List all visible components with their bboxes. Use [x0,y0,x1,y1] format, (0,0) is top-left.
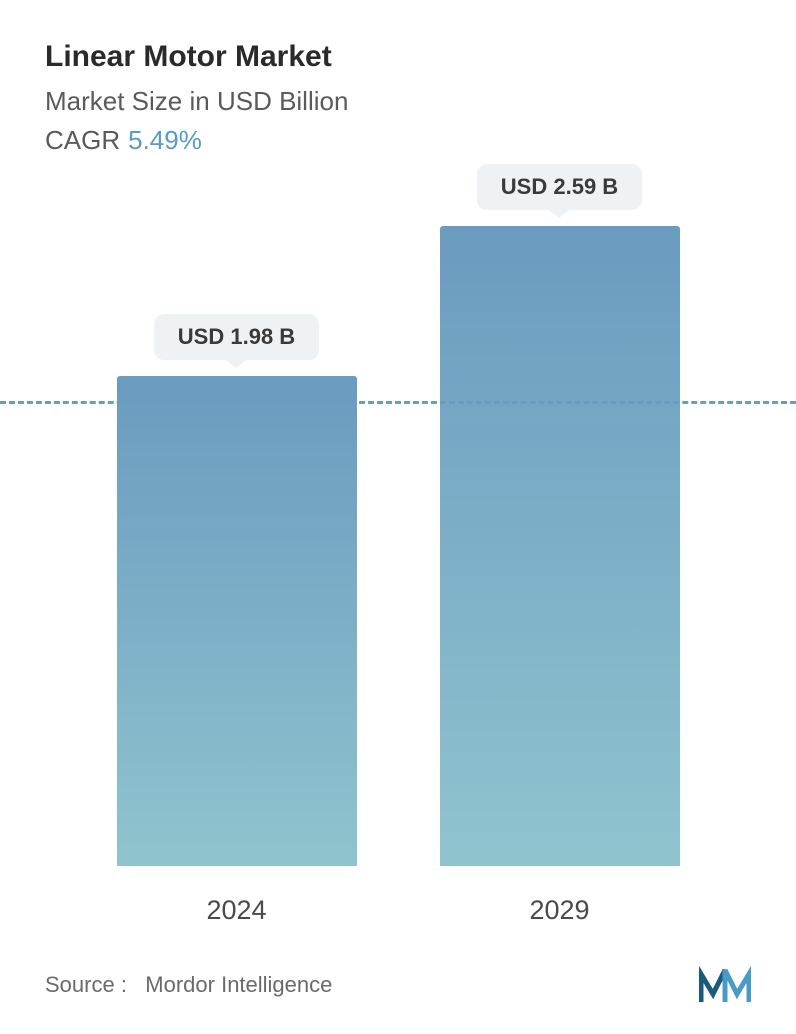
bar-label-2029: USD 2.59 B [477,164,642,210]
x-label-2024: 2024 [117,895,357,926]
bar-label-2024: USD 1.98 B [154,314,319,360]
bar-2029 [440,226,680,866]
cagr-value: 5.49% [128,125,202,155]
cagr-label: CAGR [45,125,120,155]
mordor-logo-icon [699,966,751,1004]
cagr-line: CAGR 5.49% [45,125,751,156]
chart-subtitle: Market Size in USD Billion [45,86,751,117]
bars-wrapper: USD 1.98 B USD 2.59 B [45,206,751,866]
x-label-2029: 2029 [440,895,680,926]
bar-group-2024: USD 1.98 B [117,314,357,866]
x-axis-labels: 2024 2029 [45,895,751,926]
source-value: Mordor Intelligence [145,972,332,997]
bar-group-2029: USD 2.59 B [440,164,680,866]
chart-plot-area: USD 1.98 B USD 2.59 B 2024 2029 [45,206,751,926]
chart-container: Linear Motor Market Market Size in USD B… [0,0,796,1034]
source-text: Source : Mordor Intelligence [45,972,332,998]
source-label: Source : [45,972,127,997]
bar-2024 [117,376,357,866]
chart-title: Linear Motor Market [45,40,751,74]
chart-footer: Source : Mordor Intelligence [45,946,751,1004]
reference-line [0,401,796,404]
